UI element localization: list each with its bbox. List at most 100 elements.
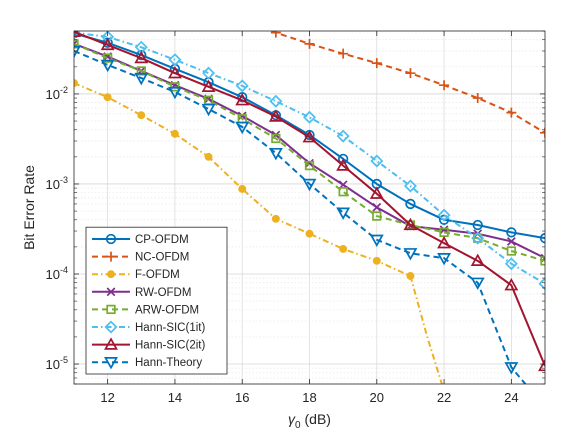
x-tick-label: 20	[370, 390, 384, 405]
data-point	[403, 217, 418, 231]
x-tick-label: 24	[504, 390, 518, 405]
data-point	[100, 37, 115, 51]
data-point	[235, 121, 250, 135]
data-point	[472, 93, 483, 104]
data-point	[438, 214, 450, 225]
y-tick-label-base: 10	[46, 267, 60, 282]
data-point	[103, 93, 112, 102]
data-point	[238, 185, 247, 193]
data-point	[237, 92, 248, 103]
data-point	[538, 358, 545, 372]
data-point	[437, 235, 452, 249]
legend-item: Hann-Theory	[92, 357, 202, 370]
legend-marker	[106, 287, 116, 297]
data-point	[405, 68, 416, 79]
legend-marker	[104, 337, 118, 350]
data-point	[471, 231, 485, 245]
y-tick-label-exponent: -3	[60, 175, 68, 185]
series-group	[74, 31, 545, 384]
series-line	[74, 32, 545, 240]
data-point	[506, 237, 516, 246]
legend-item: CP-OFDM	[92, 233, 189, 246]
series-line	[74, 31, 545, 285]
data-point	[170, 82, 180, 92]
data-point	[201, 79, 216, 92]
legend-marker	[104, 320, 118, 334]
series-arw-ofdm	[74, 39, 545, 266]
data-point	[305, 158, 314, 168]
data-point	[201, 103, 216, 117]
data-point	[304, 38, 315, 49]
x-tick-label: 18	[302, 390, 316, 405]
y-tick-label-base: 10	[46, 357, 60, 372]
legend-box	[85, 226, 228, 375]
data-point	[339, 244, 348, 253]
series-nc-ofdm	[265, 31, 545, 138]
x-tick-label: 22	[437, 390, 451, 405]
data-point	[403, 179, 417, 193]
data-point	[406, 272, 415, 280]
data-point	[372, 202, 382, 212]
data-point	[439, 80, 450, 91]
data-point	[371, 58, 382, 69]
data-point	[304, 160, 315, 171]
data-point	[372, 256, 381, 265]
legend-label: Hann-SIC(1it)	[135, 322, 205, 334]
legend-marker	[105, 233, 117, 245]
data-point	[506, 246, 517, 256]
data-point	[372, 211, 382, 221]
data-point	[168, 53, 182, 67]
x-axis-label-unit: (dB)	[301, 411, 331, 427]
data-point	[101, 31, 115, 44]
data-point	[100, 59, 115, 73]
x-axis-label: γ0 (dB)	[288, 411, 331, 431]
legend-label: F-OFDM	[135, 269, 180, 281]
legend-label: RW-OFDM	[135, 287, 191, 299]
data-point	[74, 45, 81, 59]
data-point	[134, 72, 149, 86]
x-axis-label-subscript: 0	[295, 420, 301, 431]
y-tick-label: 10-5	[46, 355, 68, 372]
data-point	[336, 207, 351, 220]
data-point	[136, 49, 147, 61]
data-point	[470, 253, 485, 266]
data-point	[336, 129, 350, 143]
y-tick-label: 10-4	[46, 265, 68, 282]
data-point	[506, 227, 517, 238]
data-point	[369, 186, 384, 199]
data-point	[302, 178, 317, 192]
y-tick-label-exponent: -5	[60, 355, 68, 365]
data-point	[473, 233, 483, 243]
legend-item: Hann-SIC(1it)	[92, 320, 205, 334]
data-point	[369, 234, 384, 247]
y-tick-label-base: 10	[46, 87, 60, 102]
data-point	[337, 153, 349, 165]
data-point	[472, 219, 483, 231]
data-point	[167, 65, 182, 79]
data-point	[137, 111, 146, 120]
series-line	[74, 42, 545, 262]
legend-label: Hann-SIC(2it)	[135, 340, 205, 352]
data-point	[405, 198, 416, 210]
y-axis-label: Bit Error Rate	[21, 165, 37, 250]
legend-item: ARW-OFDM	[92, 304, 199, 316]
data-point	[167, 86, 182, 100]
data-point	[102, 53, 113, 63]
data-point	[336, 158, 351, 171]
y-tick-label: 10-2	[46, 85, 68, 102]
y-tick-label-exponent: -2	[60, 85, 68, 95]
legend-item: NC-OFDM	[92, 251, 189, 264]
data-point	[370, 154, 384, 168]
series-hann-theory	[74, 45, 527, 384]
data-point	[74, 39, 79, 49]
legend-label: Hann-Theory	[135, 357, 202, 369]
data-point	[235, 93, 250, 106]
legend-label: ARW-OFDM	[135, 304, 199, 316]
legend-marker	[106, 251, 116, 262]
data-point	[302, 130, 317, 143]
data-point	[136, 66, 146, 76]
series-line	[74, 50, 527, 384]
data-point	[268, 147, 283, 161]
legend-item: RW-OFDM	[92, 287, 191, 299]
